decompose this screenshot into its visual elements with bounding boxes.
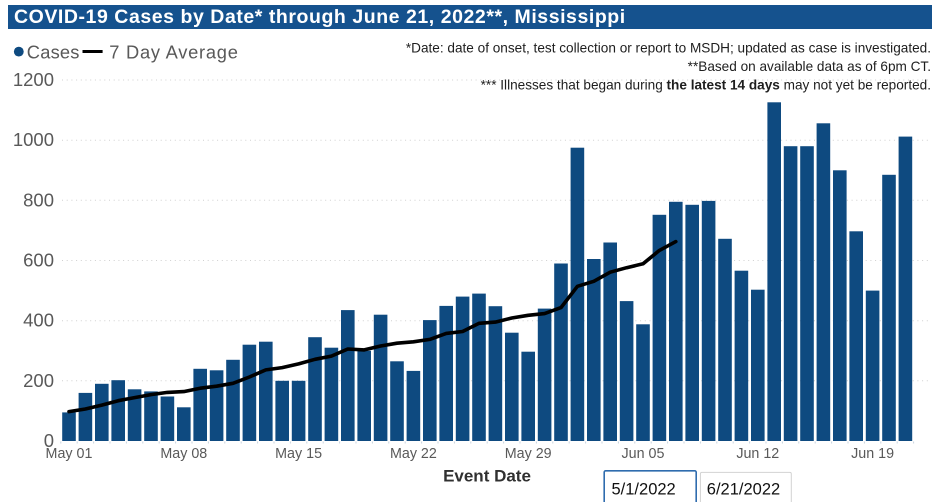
svg-text:May 29: May 29: [505, 446, 552, 462]
svg-text:800: 800: [23, 189, 54, 210]
svg-text:May 22: May 22: [390, 446, 437, 462]
svg-text:7 Day Average: 7 Day Average: [109, 41, 238, 62]
svg-text:6/21/2022: 6/21/2022: [707, 480, 780, 498]
svg-text:600: 600: [23, 250, 54, 271]
svg-text:5/1/2022: 5/1/2022: [612, 480, 676, 498]
svg-text:Event Date: Event Date: [443, 466, 531, 485]
svg-text:Jun 05: Jun 05: [622, 446, 665, 462]
svg-text:200: 200: [23, 370, 54, 391]
svg-text:COVID-19 Cases by Date* throug: COVID-19 Cases by Date* through June 21,…: [14, 6, 626, 28]
svg-text:*Date: date of onset, test col: *Date: date of onset, test collection or…: [406, 41, 931, 56]
svg-text:1200: 1200: [13, 69, 54, 90]
svg-text:May 15: May 15: [275, 446, 322, 462]
svg-text:400: 400: [23, 310, 54, 331]
svg-text:May 08: May 08: [160, 446, 207, 462]
svg-text:May 01: May 01: [46, 446, 93, 462]
svg-text:Cases: Cases: [27, 41, 80, 62]
svg-text:*** Illnesses that began durin: *** Illnesses that began during the late…: [481, 78, 931, 93]
svg-text:Jun 12: Jun 12: [736, 446, 779, 462]
svg-text:0: 0: [44, 430, 54, 451]
svg-text:1000: 1000: [13, 129, 54, 150]
svg-text:**Based on available data as o: **Based on available data as of 6pm CT.: [688, 59, 931, 74]
svg-text:Jun 19: Jun 19: [851, 446, 894, 462]
